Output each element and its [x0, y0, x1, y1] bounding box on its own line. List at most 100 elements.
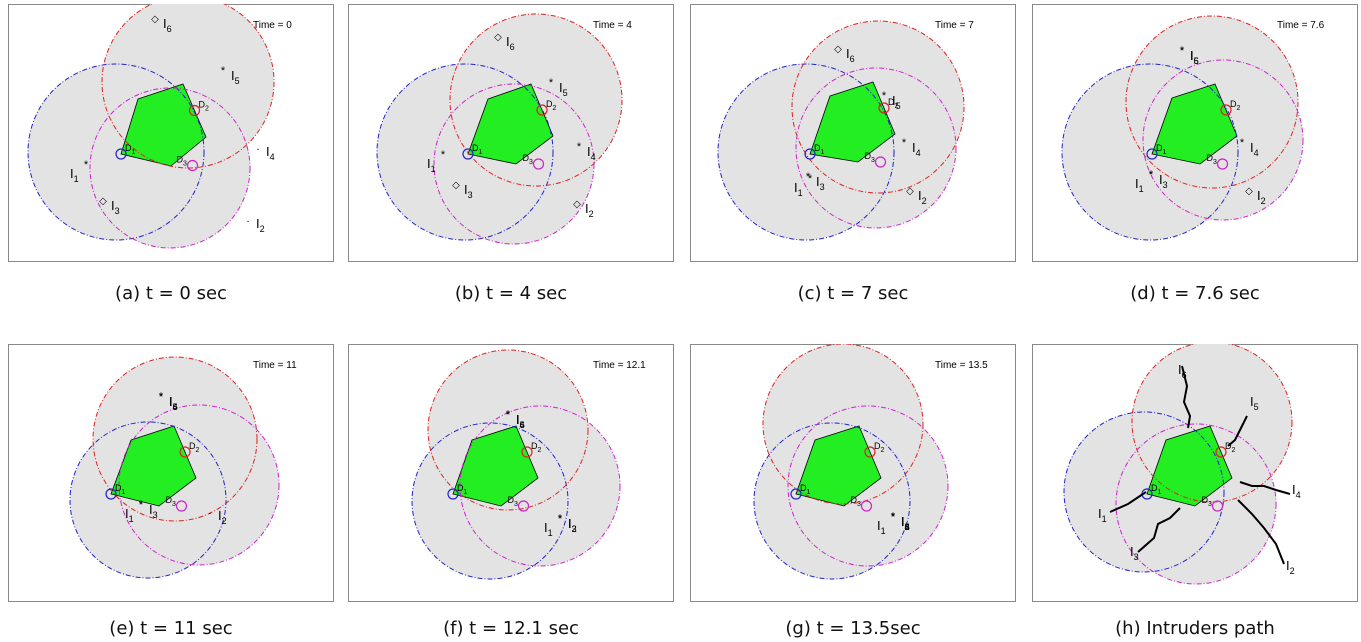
intruder-marker: ◇: [1245, 186, 1253, 197]
intruder-marker: *: [1240, 137, 1245, 149]
intruder-marker: *: [1149, 169, 1154, 181]
intruder-label: I2: [1257, 188, 1266, 206]
intruder-label: I4: [587, 144, 596, 162]
intruder-marker: *: [506, 409, 511, 421]
drone-marker: [188, 104, 201, 117]
drone-range-circle: [449, 13, 623, 187]
drone-marker: [521, 446, 533, 458]
intruder-label: I1: [427, 156, 436, 174]
intruder-label: I2: [918, 188, 927, 206]
drone-label: D3: [166, 495, 177, 508]
intruder-label: I6: [169, 394, 178, 412]
intruder-marker: ◇: [99, 196, 107, 207]
drone-marker: [462, 148, 474, 160]
intruder-marker: ◇: [151, 14, 159, 25]
drone-label: D3: [523, 153, 534, 166]
protected-target: [452, 425, 539, 507]
drone-label: D1: [1156, 143, 1167, 156]
panel-b-plot: D1 D2 D3 * I1 ◇ I2 ◇ I3 * I4 * I5 ◇ I6 Time = 4: [348, 4, 674, 262]
intruder-path: [1109, 491, 1147, 513]
caption-h: (h) Intruders path: [1115, 618, 1275, 639]
drone-range-circle: [69, 421, 227, 579]
protected-target: [467, 83, 554, 165]
drone-marker: [105, 488, 117, 500]
intruder-label: I6: [846, 46, 855, 64]
caption-a: (a) t = 0 sec: [115, 283, 227, 304]
drone-marker: [804, 148, 816, 160]
drone-marker: [115, 148, 127, 160]
caption-g: (g) t = 13.5sec: [785, 618, 921, 639]
panel-d: D1 D2 D3 * I1 ◇ I2 * I3 * I4 * I5 * I6 Time = 7.6: [1032, 4, 1358, 262]
drone-range-circle: [791, 20, 965, 194]
intruder-path: [1237, 499, 1285, 565]
drone-marker: [864, 446, 876, 458]
drone-label: D2: [888, 97, 899, 110]
intruder-marker: *: [558, 513, 563, 525]
drone-range-circle: [1125, 15, 1299, 189]
intruder-marker: .: [246, 213, 249, 225]
drone-range-circle: [459, 405, 621, 567]
intruder-marker: *: [139, 499, 144, 511]
panel-a-plot: D1 D2 D3 * I1. I2 ◇ I3. I4 * I5 ◇ I6 Time = 0: [8, 4, 334, 262]
drone-label: D1: [814, 143, 825, 156]
intruder-marker: *: [1149, 169, 1154, 181]
intruder-label: I1: [1135, 176, 1144, 194]
intruder-label: I2: [585, 201, 594, 219]
intruder-label: I5: [169, 394, 178, 412]
intruder-marker: *: [549, 77, 554, 89]
intruder-marker: ◇: [494, 32, 502, 43]
drone-label: D2: [874, 441, 885, 454]
protected-target: [795, 425, 882, 507]
intruder-marker: *: [891, 511, 896, 523]
drone-label: D2: [199, 100, 210, 113]
drone-label: D3: [508, 495, 519, 508]
drone-range-circle: [762, 344, 924, 505]
intruder-label: I4: [1292, 482, 1301, 500]
panel-g: D1 D2 D3 * I1 * I2 * I3 * I4 * I5 * I6 Time = 13.5: [690, 344, 1016, 602]
intruder-marker: *: [558, 513, 563, 525]
drone-marker: [1146, 148, 1158, 160]
protected-target: [110, 425, 197, 507]
drone-label: D2: [546, 99, 557, 112]
intruder-label: I5: [231, 68, 240, 86]
drone-range-circle: [118, 404, 280, 566]
protected-target: [809, 81, 896, 163]
intruder-marker: *: [441, 149, 446, 161]
time-readout: Time = 11: [253, 360, 297, 371]
drone-label: D1: [472, 143, 483, 156]
drone-label: D1: [457, 483, 468, 496]
intruder-label: I1: [794, 180, 803, 198]
intruder-marker: *: [84, 159, 89, 171]
panel-e: D1 D2 D3 * I1. I2 * I3 * I4 * I5 * I6 Time = 11: [8, 344, 334, 602]
drone-label: D2: [1225, 441, 1236, 454]
protected-target: [120, 83, 207, 167]
intruder-marker: .: [208, 505, 211, 517]
intruder-label: I3: [464, 182, 473, 200]
drone-marker: [1220, 104, 1232, 116]
drone-marker: [175, 500, 188, 512]
intruder-label: I5: [901, 514, 910, 532]
intruder-label: I1: [125, 506, 134, 524]
drone-marker: [447, 488, 459, 500]
drone-marker: [186, 159, 199, 172]
drone-marker: [517, 500, 530, 512]
drone-marker: [1211, 500, 1224, 512]
intruder-label: I3: [149, 502, 158, 520]
intruder-marker: *: [902, 137, 907, 149]
caption-b: (b) t = 4 sec: [454, 283, 568, 304]
drone-label: D3: [1202, 495, 1213, 508]
intruder-label: I3: [816, 174, 825, 192]
intruder-label: I5: [516, 412, 525, 430]
intruder-label: I3: [901, 514, 910, 532]
intruder-marker: *: [891, 511, 896, 523]
drone-range-circle: [795, 67, 957, 229]
drone-range-circle: [717, 63, 895, 241]
intruder-marker: *: [891, 511, 896, 523]
intruder-label: I6: [163, 16, 172, 34]
drone-marker: [1215, 446, 1227, 458]
time-readout: Time = 4: [593, 20, 632, 31]
coverage-area: [434, 84, 594, 244]
intruder-marker: *: [558, 513, 563, 525]
